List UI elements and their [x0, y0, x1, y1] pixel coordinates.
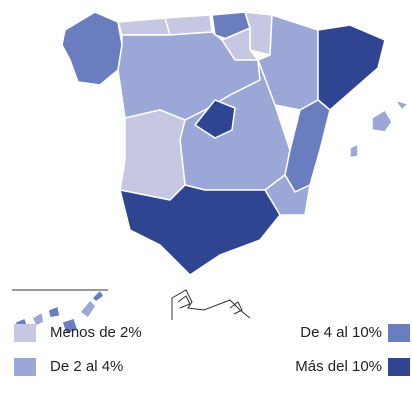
legend-swatch — [14, 324, 36, 342]
legend-swatch — [14, 358, 36, 376]
region — [317, 24, 386, 111]
legend: Menos de 2% De 2 al 4% De 4 al 10% Más del … — [14, 324, 410, 376]
region — [61, 11, 123, 86]
island — [349, 143, 359, 159]
island — [91, 289, 105, 303]
region — [117, 17, 171, 36]
melilla — [229, 301, 243, 315]
legend-swatch — [388, 324, 410, 342]
island — [47, 305, 61, 319]
island — [394, 99, 409, 111]
ceuta — [177, 295, 191, 309]
ceuta-melilla-outline — [171, 289, 251, 320]
region — [119, 184, 281, 276]
legend-swatch — [388, 358, 410, 376]
legend-label: Menos de 2% — [50, 324, 142, 341]
legend-label: Más del 10% — [295, 358, 382, 375]
legend-label: De 4 al 10% — [300, 324, 382, 341]
region — [194, 99, 236, 139]
region — [244, 11, 273, 56]
regions — [14, 11, 409, 335]
island — [31, 311, 45, 327]
region — [284, 99, 331, 193]
island — [61, 317, 79, 335]
island — [371, 109, 393, 133]
island — [79, 299, 97, 319]
legend-label: De 2 al 4% — [50, 358, 123, 375]
region — [119, 109, 186, 201]
